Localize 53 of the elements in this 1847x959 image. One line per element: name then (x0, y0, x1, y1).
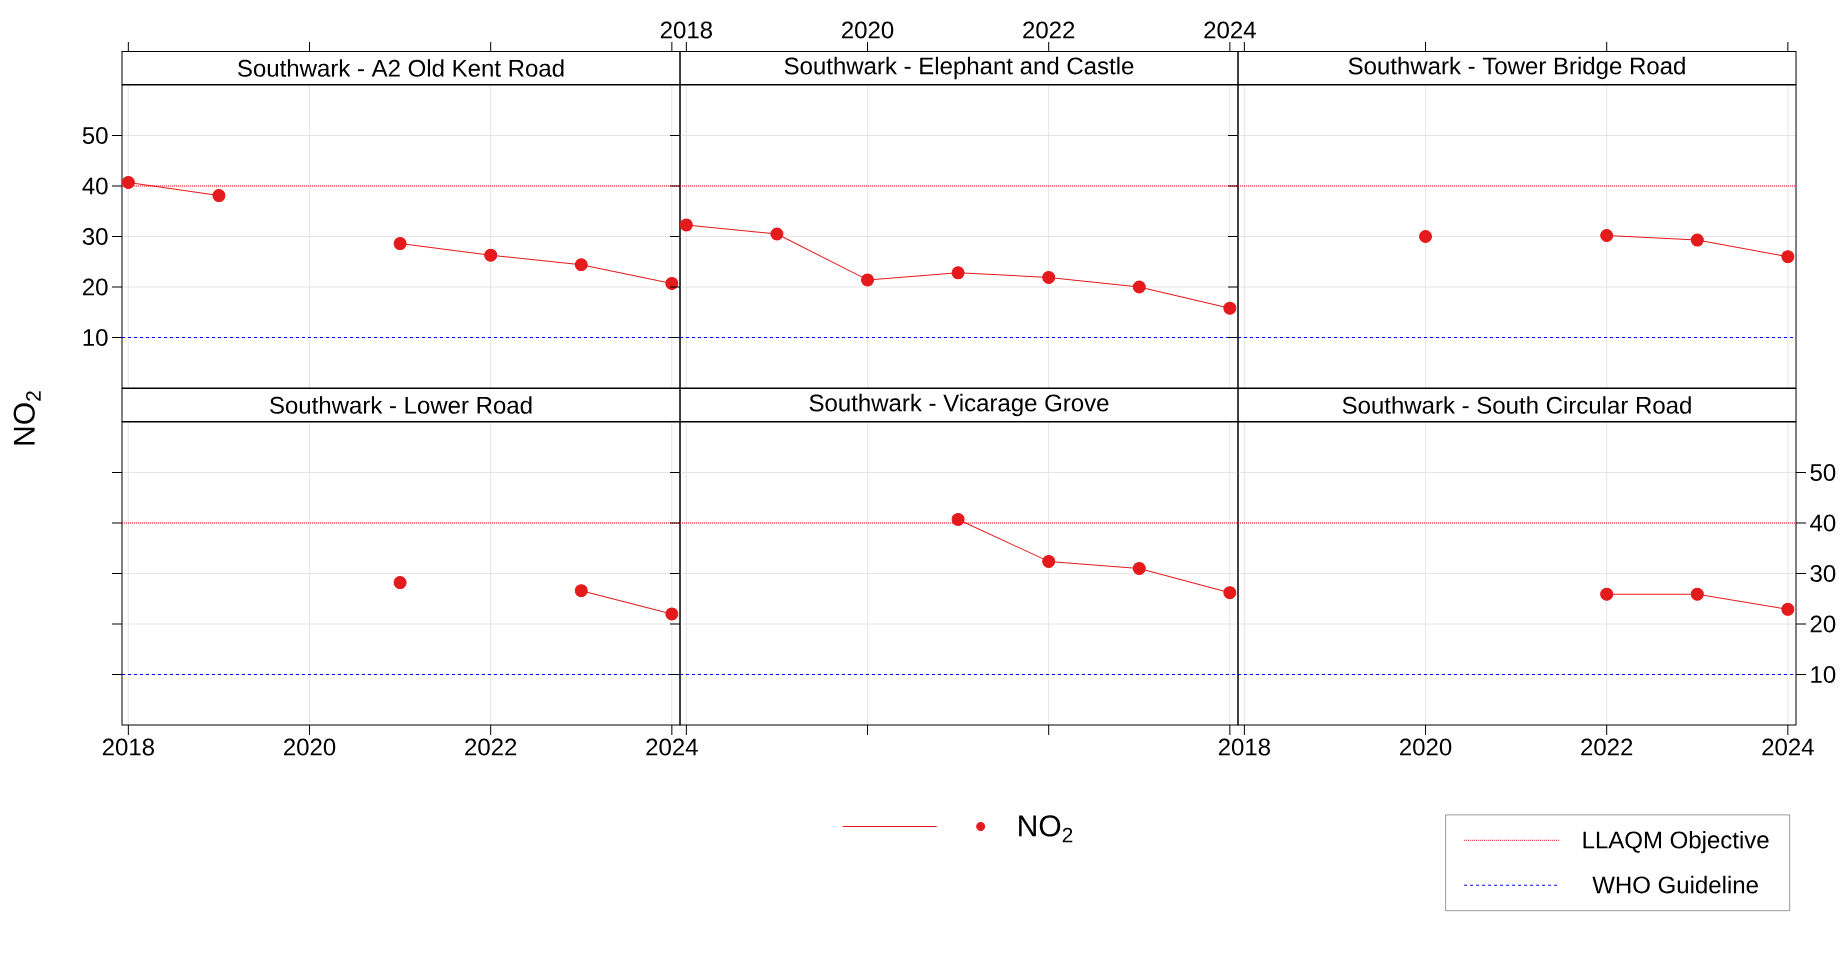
x-tick-label: 2018 (1218, 738, 1270, 756)
y-tick-label: 20 (83, 278, 108, 296)
x-tick-label: 2018 (660, 21, 712, 39)
point (665, 276, 679, 290)
point (574, 258, 588, 272)
y2-tick-label: 20 (1810, 615, 1836, 633)
legend-label: LLAQM Objective (1583, 830, 1769, 854)
point (861, 273, 875, 287)
point (484, 248, 498, 262)
point (1223, 301, 1237, 315)
point (1690, 233, 1704, 247)
x-tick-label: 2022 (465, 738, 517, 756)
point (951, 266, 965, 280)
point (1132, 561, 1146, 575)
chart-title: Southwark - Elephant and Castle (784, 56, 1134, 80)
y-axis-title: NO$_{2}$ (13, 391, 41, 445)
x-tick-label: 2024 (646, 738, 698, 756)
chart-title: Southwark - A2 Old Kent Road (238, 59, 564, 77)
y2-tick-label: 50 (1810, 464, 1836, 481)
point (1042, 270, 1056, 284)
legend-label: WHO Guideline (1592, 875, 1758, 894)
x-tick-label: 2020 (1400, 738, 1452, 756)
x-tick-label: 2024 (1204, 21, 1256, 39)
x-tick-label: 2018 (102, 738, 154, 756)
y-tick-label: 50 (82, 127, 108, 144)
point (1042, 554, 1056, 568)
y-tick-label: 10 (83, 329, 108, 346)
y2-tick-label: 10 (1811, 666, 1836, 683)
x-tick-label: 2022 (1023, 21, 1075, 39)
chart-title: Southwark - Tower Bridge Road (1348, 56, 1685, 80)
point (1781, 250, 1795, 264)
point (121, 175, 135, 189)
y2-tick-label: 30 (1810, 565, 1836, 582)
x-tick-label: 2024 (1762, 738, 1814, 756)
chart-title: Southwark - Lower Road (270, 396, 532, 414)
chart-title: Southwark - South Circular Road (1342, 396, 1691, 414)
point (1419, 230, 1433, 243)
x-tick-label: 2020 (842, 21, 894, 39)
y2-tick-label: 40 (1810, 514, 1836, 532)
point (1600, 228, 1614, 242)
point (679, 218, 693, 232)
point (393, 237, 407, 251)
point (212, 189, 226, 203)
point (770, 227, 784, 241)
point (1223, 586, 1237, 600)
legend-label: NO$_{2}$ (1019, 815, 1073, 843)
point (1132, 280, 1146, 294)
x-tick-label: 2022 (1581, 738, 1633, 756)
x-tick-label: 2020 (284, 738, 336, 756)
point (951, 512, 965, 526)
chart-title: Southwark - Vicarage Grove (809, 393, 1109, 417)
y-tick-label: 30 (82, 228, 108, 245)
y-tick-label: 40 (82, 177, 108, 195)
